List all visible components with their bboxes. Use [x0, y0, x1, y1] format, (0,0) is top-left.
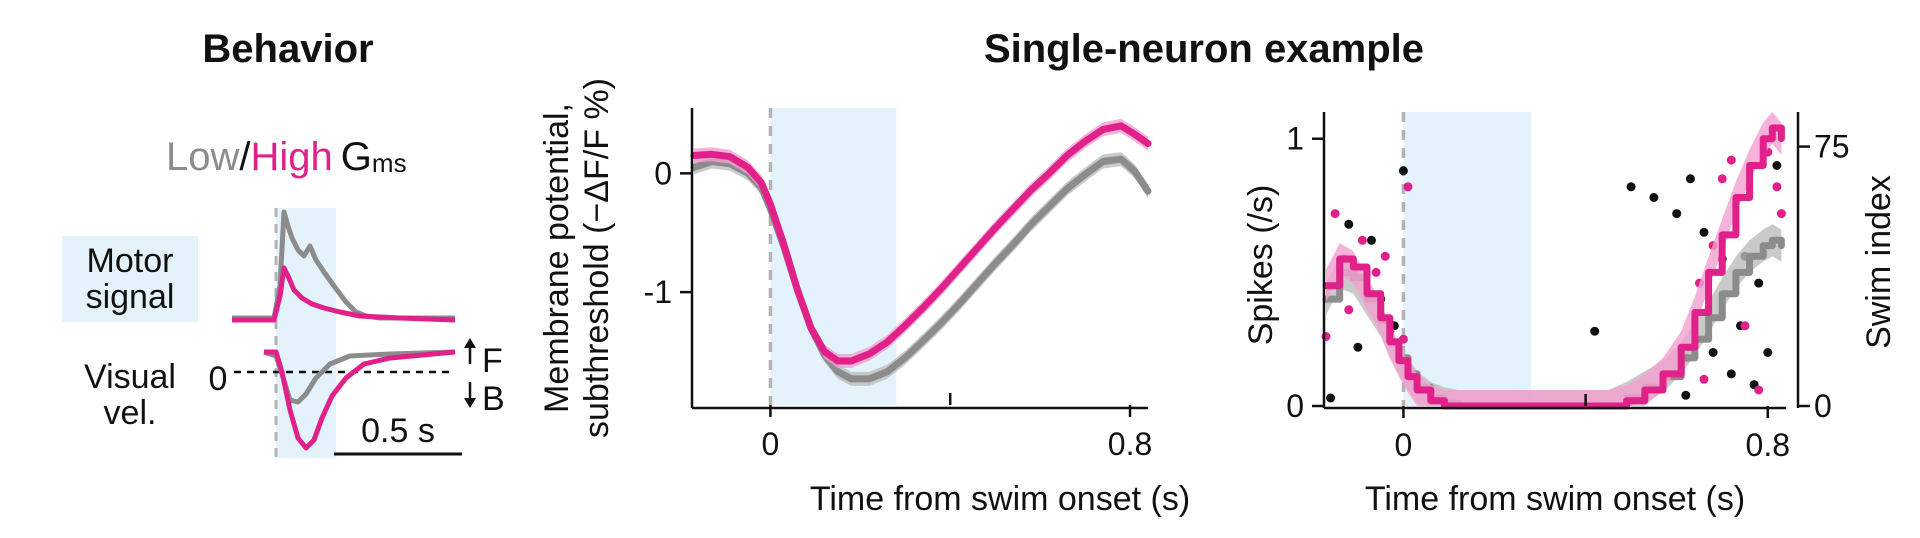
scatter-point-high	[1717, 174, 1727, 184]
scatter-point-high	[1357, 235, 1367, 245]
scatter-point-dot_low	[1326, 393, 1336, 403]
legend-g: G	[341, 135, 372, 179]
scatter-point-dot_low	[1726, 369, 1736, 379]
x-tick-label: 0	[762, 426, 780, 462]
x-tick-label: 0	[1395, 427, 1413, 463]
y-axis-label-line1: Membrane potential,	[538, 103, 576, 413]
series-band-high	[694, 118, 1148, 368]
scatter-point-high	[1371, 267, 1381, 277]
scatter-point-high	[1344, 305, 1354, 315]
scatter-point-high	[1740, 321, 1750, 331]
legend-separator: /	[239, 135, 251, 179]
behavior-swim-shade	[276, 208, 336, 458]
spikes-chart: 0 0.8 1 0 75 0 Time from swim onset (s) Spike…	[1242, 112, 1898, 518]
scatter-point-high	[1754, 385, 1764, 395]
right-y-tick-label: 75	[1814, 129, 1850, 165]
right-y-axis-label: Swim index	[1860, 175, 1898, 349]
motor-trace-low	[232, 209, 455, 321]
scatter-point-dot_low	[1672, 209, 1682, 219]
scatter-point-dot_low	[1649, 193, 1659, 202]
visual-label-line2: vel.	[104, 394, 157, 432]
scatter-point-high	[1726, 155, 1736, 165]
y-tick-label: 0	[654, 155, 672, 191]
scatter-point-dot_low	[1708, 348, 1718, 357]
scatter-point-dot_low	[1754, 278, 1764, 288]
scatter-point-high	[1330, 209, 1340, 219]
legend-g-subscript: ms	[372, 148, 407, 178]
y-tick-label: 1	[1286, 121, 1304, 157]
scale-bar-label: 0.5 s	[361, 412, 435, 450]
y-tick-label: -1	[644, 274, 672, 310]
right-y-tick-label: 0	[1814, 388, 1832, 424]
y-tick-label: 0	[1286, 388, 1304, 424]
behavior-title: Behavior	[202, 27, 373, 71]
x-tick-label: 0.8	[1746, 427, 1790, 463]
scatter-point-high	[1403, 182, 1413, 192]
scatter-point-dot_low	[1772, 161, 1782, 170]
scatter-point-dot_low	[1626, 182, 1636, 192]
x-axis-label: Time from swim onset (s)	[810, 480, 1190, 518]
scatter-point-high	[1699, 374, 1709, 384]
scatter-point-dot_low	[1699, 227, 1709, 237]
swim-window-shade	[1403, 112, 1531, 406]
y-axis-label: Spikes (/s)	[1242, 185, 1280, 346]
visual-zero-label: 0	[209, 360, 228, 398]
series-band-high	[1326, 112, 1782, 406]
legend-low-high: Low/High Gms	[166, 135, 407, 179]
y-axis-label-line2: subthreshold (−ΔF/F %)	[578, 78, 616, 438]
scatter-point-high	[1772, 182, 1782, 192]
single-neuron-title: Single-neuron example	[984, 27, 1424, 71]
x-tick-label: 0.8	[1108, 426, 1152, 462]
scatter-point-dot_low	[1353, 342, 1363, 352]
series-line-high	[690, 122, 1152, 365]
x-axis-label: Time from swim onset (s)	[1365, 480, 1745, 518]
scatter-point-dot_low	[1367, 235, 1376, 245]
scatter-point-high	[1380, 251, 1390, 261]
scatter-point-high	[1776, 209, 1786, 219]
legend-low: Low	[166, 135, 239, 179]
behavior-panel: Behavior Low/High Gms Motor signal Visual…	[62, 27, 505, 458]
visual-trace-high	[264, 349, 456, 451]
backward-arrowhead	[464, 398, 476, 408]
motor-label-line2: signal	[86, 278, 175, 316]
membrane-potential-chart: 0 0.8 0 -1 Time from swim onset (s) Membran…	[538, 78, 1190, 518]
legend-high: High	[251, 135, 333, 179]
backward-label: B	[482, 380, 505, 418]
motor-label-line1: Motor	[87, 242, 174, 280]
scatter-point-dot_low	[1398, 166, 1408, 176]
scatter-point-dot_low	[1344, 219, 1354, 229]
scatter-point-dot_low	[1685, 174, 1695, 184]
scatter-point-dot_low	[1681, 390, 1691, 400]
series-line-high	[1322, 124, 1785, 410]
scatter-point-dot_low	[1590, 326, 1600, 336]
forward-label: F	[482, 342, 503, 380]
forward-arrowhead	[464, 338, 476, 348]
visual-label-line1: Visual	[84, 358, 176, 396]
motor-label-bg	[62, 236, 198, 322]
scatter-point-dot_low	[1763, 348, 1773, 357]
motor-trace-high	[232, 265, 456, 323]
